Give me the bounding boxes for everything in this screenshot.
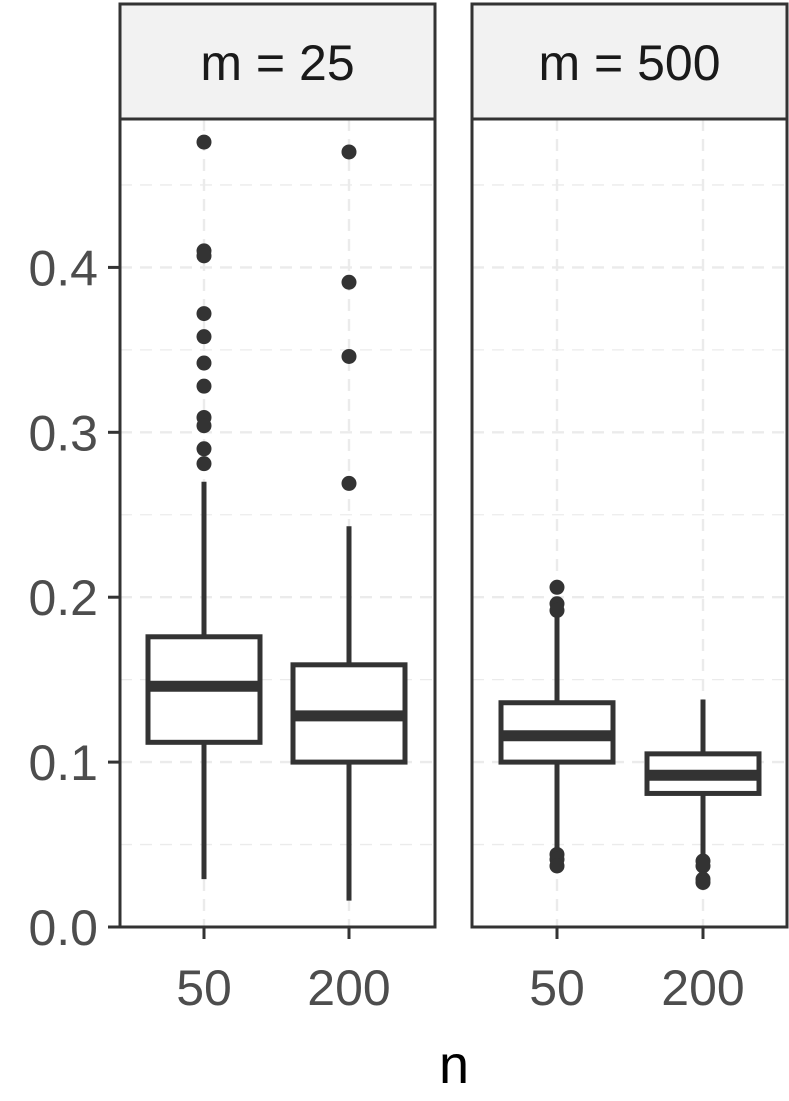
outlier-point <box>549 858 565 874</box>
grid-layer <box>120 119 787 929</box>
outlier-point <box>196 248 212 264</box>
frame-layer: m = 25 m = 500 <box>118 2 789 929</box>
y-tick-label: 0.2 <box>28 570 98 626</box>
outlier-point <box>695 858 711 874</box>
outlier-point <box>341 144 357 160</box>
axis-layer: 50 200 50 200 0.0 0.1 0.2 0.3 0.4 <box>28 240 744 1016</box>
outlier-point <box>695 874 711 890</box>
box-layer <box>145 134 762 901</box>
panel-background <box>472 119 787 927</box>
outlier-point <box>196 441 212 457</box>
outlier-point <box>196 134 212 150</box>
strip-label: m = 500 <box>538 35 720 91</box>
strip-background <box>470 2 789 121</box>
y-tick-label: 0.3 <box>28 405 98 461</box>
x-tick-label: 50 <box>529 960 585 1016</box>
x-tick-label: 200 <box>307 960 390 1016</box>
outlier-point <box>196 456 212 472</box>
outlier-point <box>341 348 357 364</box>
y-tick-label: 0.0 <box>28 900 98 956</box>
outlier-point <box>341 475 357 491</box>
y-tick-label: 0.4 <box>28 240 98 296</box>
x-tick-label: 200 <box>661 960 744 1016</box>
x-axis-title: n <box>439 1035 469 1095</box>
outlier-point <box>196 378 212 394</box>
y-tick-label: 0.1 <box>28 735 98 791</box>
strip-background <box>118 2 437 121</box>
outlier-point <box>196 355 212 371</box>
outlier-point <box>549 602 565 618</box>
outlier-point <box>549 579 565 595</box>
outlier-point <box>196 329 212 345</box>
outlier-point <box>196 418 212 434</box>
outlier-point <box>341 274 357 290</box>
outlier-point <box>196 306 212 322</box>
strip-label: m = 25 <box>200 35 354 91</box>
x-tick-label: 50 <box>176 960 232 1016</box>
panel-background <box>120 119 435 927</box>
